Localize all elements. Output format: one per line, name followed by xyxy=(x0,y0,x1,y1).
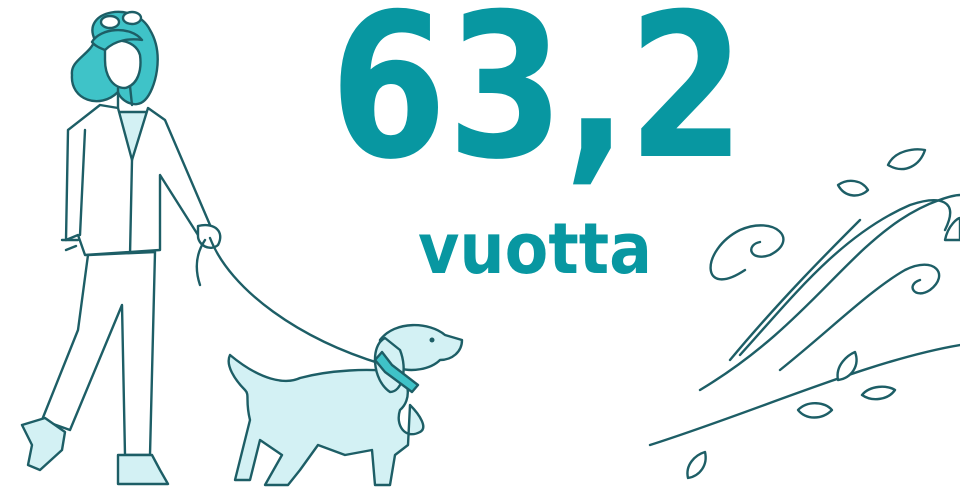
headline-value: 63,2 xyxy=(330,0,745,204)
woman-illustration xyxy=(20,10,222,486)
wind-illustration xyxy=(648,148,960,480)
leash-loop xyxy=(195,238,207,287)
headline-unit: vuotta xyxy=(418,208,652,290)
leash xyxy=(208,236,387,367)
dog-illustration xyxy=(227,323,464,487)
